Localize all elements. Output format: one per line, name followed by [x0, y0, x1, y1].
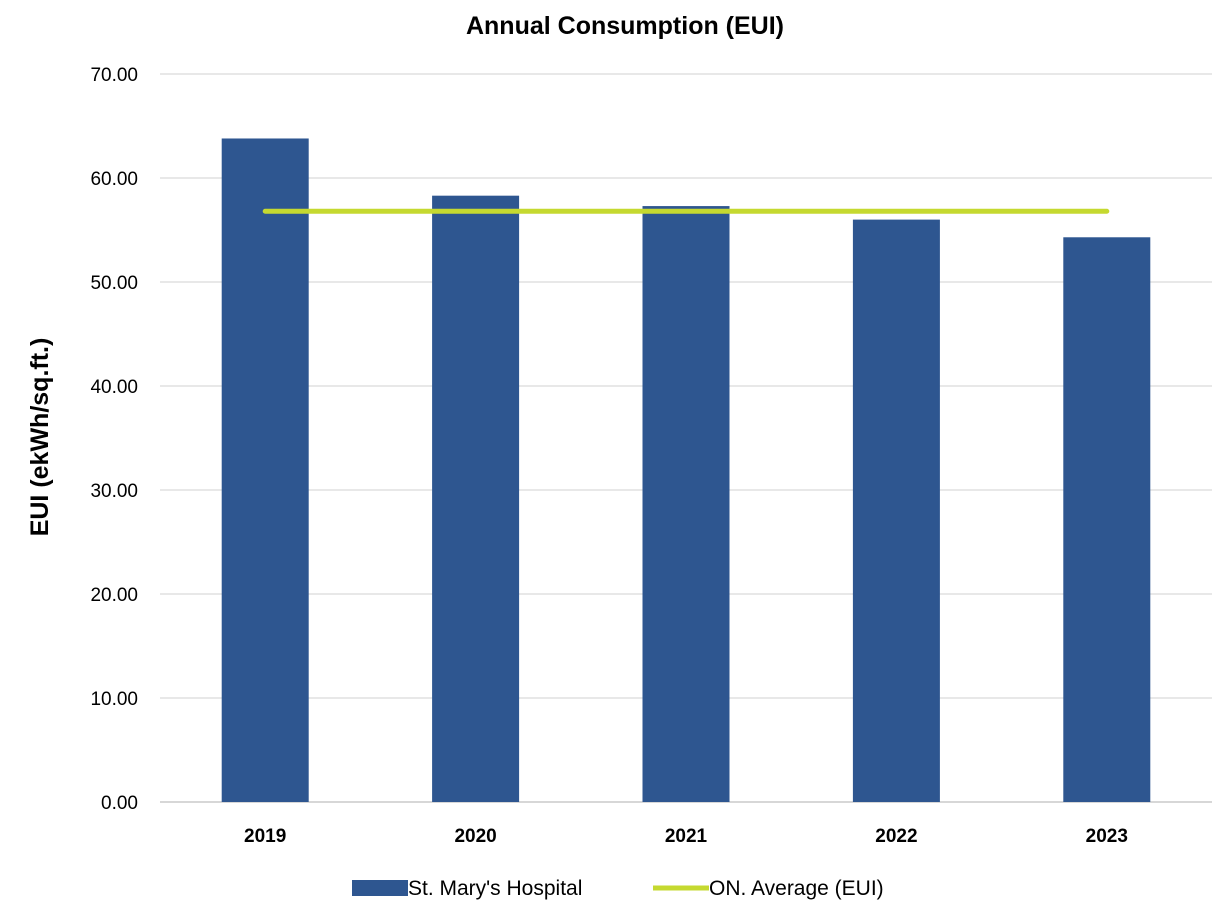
x-tick-label: 2022: [875, 826, 917, 847]
x-tick-label: 2021: [665, 826, 708, 847]
y-tick-label: 30.00: [90, 481, 138, 502]
y-tick-label: 40.00: [90, 377, 138, 398]
y-tick-label: 20.00: [90, 585, 138, 606]
y-tick-label: 0.00: [101, 793, 138, 814]
y-tick-label: 10.00: [90, 689, 138, 710]
bar: [643, 206, 730, 802]
y-tick-labels: 0.00 10.00 20.00 30.00 40.00 50.00 60.00 70.00: [90, 65, 138, 814]
legend-label: St. Mary's Hospital: [408, 877, 582, 900]
y-tick-label: 50.00: [90, 273, 138, 294]
chart-title: Annual Consumption (EUI): [466, 12, 784, 40]
legend-label: ON. Average (EUI): [709, 877, 884, 900]
bar: [222, 138, 309, 802]
bar: [1063, 237, 1150, 802]
y-axis-label: EUI (ekWh/sq.ft.): [26, 338, 54, 537]
bar: [432, 196, 519, 802]
y-tick-label: 60.00: [90, 169, 138, 190]
x-tick-label: 2019: [244, 826, 286, 847]
x-tick-label: 2020: [454, 826, 496, 847]
bar: [853, 220, 940, 802]
x-tick-labels: 2019 2020 2021 2022 2023: [244, 826, 1128, 847]
legend-swatch-bar: [352, 880, 408, 896]
y-tick-label: 70.00: [90, 65, 138, 86]
legend: St. Mary's Hospital ON. Average (EUI): [352, 877, 884, 900]
x-tick-label: 2023: [1086, 826, 1128, 847]
bars: [222, 138, 1151, 802]
